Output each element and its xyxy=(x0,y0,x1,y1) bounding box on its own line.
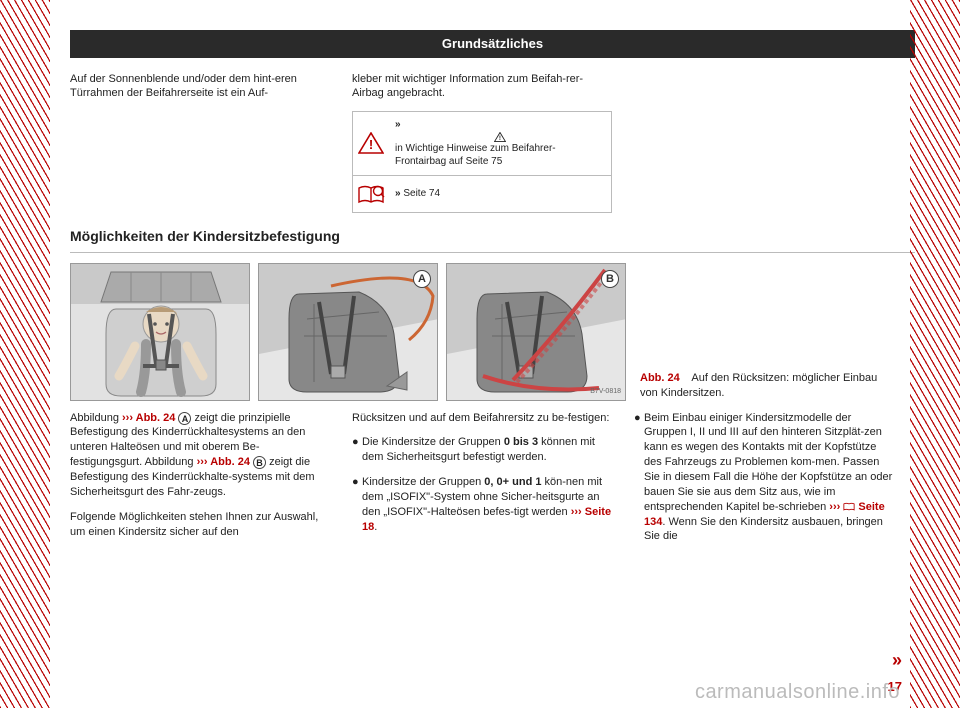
bullet-icon: ● xyxy=(634,411,644,545)
body-col2-bullet2: ● Kindersitze der Gruppen 0, 0+ und 1 kö… xyxy=(352,475,612,534)
figure-label-b: B xyxy=(601,270,619,288)
bold-part: 0, 0+ und 1 xyxy=(484,476,541,488)
text-part: . Wenn Sie den Kindersitz ausbauen, brin… xyxy=(644,516,883,543)
body-col1-p1: Abbildung ››› Abb. 24 A zeigt die prinzi… xyxy=(70,411,330,500)
body-columns: Abbildung ››› Abb. 24 A zeigt die prinzi… xyxy=(70,411,915,550)
figure-seat-belt: B B7V-0818 xyxy=(446,263,626,401)
pointer-2: » xyxy=(395,188,401,199)
page-ref-134-ptr: ››› xyxy=(829,501,840,513)
bullet-icon: ● xyxy=(352,475,362,534)
intro-col-1: Auf der Sonnenblende und/oder dem hint-e… xyxy=(70,72,330,213)
body-col2-bullet1: ● Die Kindersitze der Gruppen 0 bis 3 kö… xyxy=(352,435,612,465)
continuation-marker: » xyxy=(892,648,902,672)
section-header: Grundsätzliches xyxy=(70,30,915,58)
subsection-title: Möglichkeiten der Kindersitzbefestigung xyxy=(70,227,915,253)
text-part: Die Kindersitze der Gruppen xyxy=(362,436,504,448)
intro-text-2: kleber mit wichtiger Information zum Bei… xyxy=(352,72,612,102)
intro-col-2: kleber mit wichtiger Information zum Bei… xyxy=(352,72,612,213)
inline-circle-a: A xyxy=(178,412,191,425)
reference-text-2: » Seite 74 xyxy=(389,181,611,207)
svg-text:!: ! xyxy=(499,135,501,142)
inline-circle-b: B xyxy=(253,456,266,469)
reference-box: ! » ! in Wichtige Hinweise zum Beifahrer… xyxy=(352,111,612,213)
inline-manual-icon xyxy=(843,502,855,511)
reference-text-2-body: Seite 74 xyxy=(403,188,440,199)
bullet-text: Die Kindersitze der Gruppen 0 bis 3 könn… xyxy=(362,435,612,465)
manual-icon xyxy=(353,176,389,212)
svg-text:!: ! xyxy=(369,137,373,152)
warning-icon: ! xyxy=(353,124,389,162)
intro-text-1: Auf der Sonnenblende und/oder dem hint-e… xyxy=(70,72,330,102)
text-part: . xyxy=(374,521,377,533)
page-content: Grundsätzliches Auf der Sonnenblende und… xyxy=(0,0,960,559)
reference-row-manual: » Seite 74 xyxy=(353,176,611,212)
figure-child-seat-belted xyxy=(70,263,250,401)
intro-columns: Auf der Sonnenblende und/oder dem hint-e… xyxy=(70,72,915,213)
body-col-3: ● Beim Einbau einiger Kindersitzmodelle … xyxy=(634,411,894,550)
watermark: carmanualsonline.info xyxy=(695,679,900,706)
bullet-text: Kindersitze der Gruppen 0, 0+ und 1 kön-… xyxy=(362,475,612,534)
figure-ref-b: ››› Abb. 24 xyxy=(197,456,250,468)
reference-row-warning: ! » ! in Wichtige Hinweise zum Beifahrer… xyxy=(353,112,611,176)
body-col1-p2: Folgende Möglichkeiten stehen Ihnen zur … xyxy=(70,510,330,540)
text-part: Beim Einbau einiger Kindersitzmodelle de… xyxy=(644,412,892,513)
page-stripes-right xyxy=(910,0,960,708)
body-col2-p1: Rücksitzen und auf dem Beifahrersitz zu … xyxy=(352,411,612,426)
figure-caption-label: Abb. 24 xyxy=(640,372,680,384)
figure-row: A B B7V-0818 Abb. 24 Auf den xyxy=(70,263,915,401)
body-col3-bullet1: ● Beim Einbau einiger Kindersitzmodelle … xyxy=(634,411,894,545)
text-part: Kindersitze der Gruppen xyxy=(362,476,484,488)
reference-text-1-body: in Wichtige Hinweise zum Beifahrer-Front… xyxy=(395,143,556,168)
text-part: Abbildung xyxy=(70,412,122,424)
body-col-1: Abbildung ››› Abb. 24 A zeigt die prinzi… xyxy=(70,411,330,550)
bullet-text: Beim Einbau einiger Kindersitzmodelle de… xyxy=(644,411,894,545)
figure-ref-a: ››› Abb. 24 xyxy=(122,412,175,424)
figure-label-a: A xyxy=(413,270,431,288)
bullet-icon: ● xyxy=(352,435,362,465)
page-stripes-left xyxy=(0,0,50,708)
body-col-2: Rücksitzen und auf dem Beifahrersitz zu … xyxy=(352,411,612,550)
pointer-1: » xyxy=(395,119,401,130)
figure-image-id: B7V-0818 xyxy=(590,387,621,396)
figure-seat-isofix: A xyxy=(258,263,438,401)
figure-caption: Abb. 24 Auf den Rücksitzen: möglicher Ei… xyxy=(634,371,894,401)
bold-part: 0 bis 3 xyxy=(504,436,538,448)
reference-text-1: » ! in Wichtige Hinweise zum Beifahrer-F… xyxy=(389,112,611,175)
inline-warning-icon: ! xyxy=(494,132,506,142)
